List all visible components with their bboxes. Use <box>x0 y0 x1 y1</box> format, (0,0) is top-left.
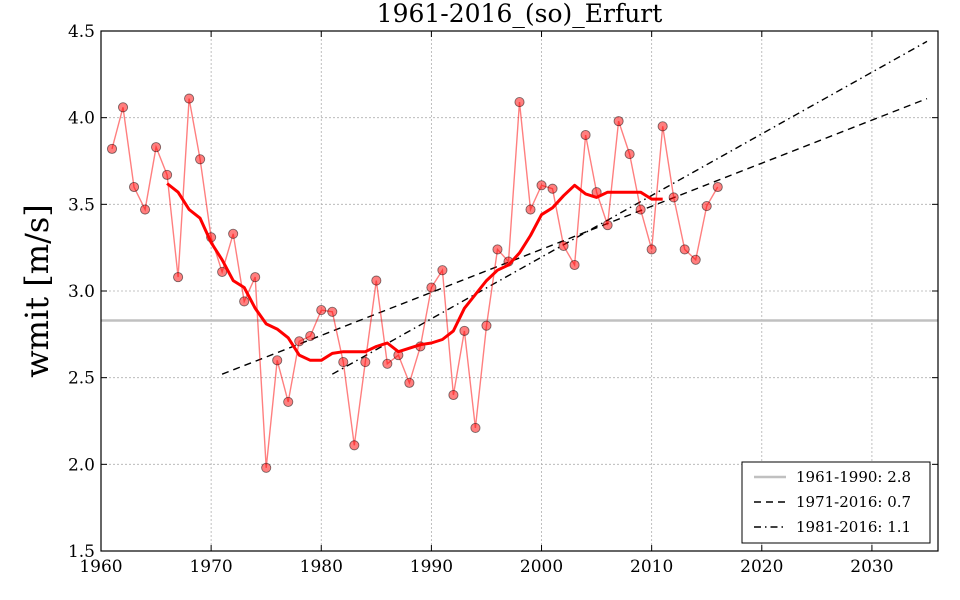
data-point <box>338 357 349 368</box>
y-tick-label: 2.0 <box>68 455 95 475</box>
data-point <box>195 154 206 165</box>
x-tick-label: 1990 <box>410 557 453 577</box>
x-tick-label: 2030 <box>850 557 893 577</box>
data-point <box>646 244 657 255</box>
data-point <box>162 169 173 180</box>
data-point <box>525 204 536 215</box>
data-point <box>481 320 492 331</box>
trend-line-2 <box>221 97 928 375</box>
data-point <box>239 296 250 307</box>
data-point <box>514 97 525 108</box>
data-point <box>371 275 382 286</box>
data-point <box>360 357 371 368</box>
trend-line-3 <box>331 40 928 375</box>
data-point <box>569 259 580 271</box>
legend-box <box>741 461 931 544</box>
x-tick-label: 1970 <box>189 557 232 577</box>
data-point <box>657 121 668 132</box>
data-point <box>382 358 393 369</box>
data-point <box>492 244 503 255</box>
chart-title: 1961-2016_(so)_Erfurt <box>377 0 663 28</box>
data-point <box>250 272 261 283</box>
data-point <box>602 220 613 231</box>
y-tick-label: 4.5 <box>68 22 95 42</box>
y-tick-label: 3.0 <box>68 282 95 302</box>
x-tick-label: 2010 <box>630 557 673 577</box>
data-point <box>140 204 151 215</box>
y-tick-label: 4.0 <box>68 109 95 129</box>
legend: 1961-1990: 2.8 1971-2016: 0.7 1981-2016: 1… <box>741 461 931 544</box>
legend-label: 1961-1990: 2.8 <box>796 468 911 486</box>
data-point <box>459 325 470 336</box>
data-point <box>536 180 547 191</box>
data-point <box>426 282 437 293</box>
data-point <box>128 181 140 193</box>
data-point <box>117 102 129 113</box>
y-axis-label: wmit [m/s] <box>18 204 56 378</box>
data-point <box>228 228 239 239</box>
legend-label: 1971-2016: 0.7 <box>796 493 911 511</box>
data-point <box>712 181 723 193</box>
data-point <box>701 201 712 212</box>
data-point <box>294 336 305 347</box>
data-point <box>327 306 338 317</box>
data-point <box>184 93 195 104</box>
data-point <box>448 389 459 401</box>
data-point <box>613 116 624 127</box>
data-point <box>547 183 558 194</box>
axis-ticks: 1960 1970 1980 1990 2000 2010 2020 2030 1.5 2.0 2.… <box>68 22 938 577</box>
data-point <box>404 377 415 388</box>
data-point <box>580 129 591 141</box>
y-tick-label: 3.5 <box>68 195 95 215</box>
data-point <box>173 272 184 283</box>
data-point <box>261 462 272 473</box>
legend-label: 1981-2016: 1.1 <box>796 518 911 536</box>
data-point <box>305 331 316 342</box>
data-point <box>635 204 646 215</box>
data-point <box>668 192 679 203</box>
data-point <box>217 266 228 277</box>
data-point <box>349 440 360 451</box>
data-point <box>272 355 283 366</box>
plot-series <box>101 40 938 473</box>
data-point <box>558 240 569 251</box>
data-point <box>283 396 294 407</box>
data-point <box>151 142 162 153</box>
x-tick-label: 2000 <box>520 557 563 577</box>
data-point <box>679 244 690 255</box>
data-point <box>690 254 701 265</box>
x-tick-label: 1960 <box>79 557 122 577</box>
x-tick-label: 2020 <box>740 557 783 577</box>
data-point <box>437 265 448 276</box>
x-tick-label: 1980 <box>300 557 343 577</box>
data-point <box>316 305 327 316</box>
moving-average-line <box>166 182 663 362</box>
data-point <box>624 149 635 160</box>
data-point <box>470 422 481 433</box>
y-tick-label: 1.5 <box>68 542 95 562</box>
data-point <box>106 143 118 154</box>
y-tick-label: 2.5 <box>68 369 95 389</box>
